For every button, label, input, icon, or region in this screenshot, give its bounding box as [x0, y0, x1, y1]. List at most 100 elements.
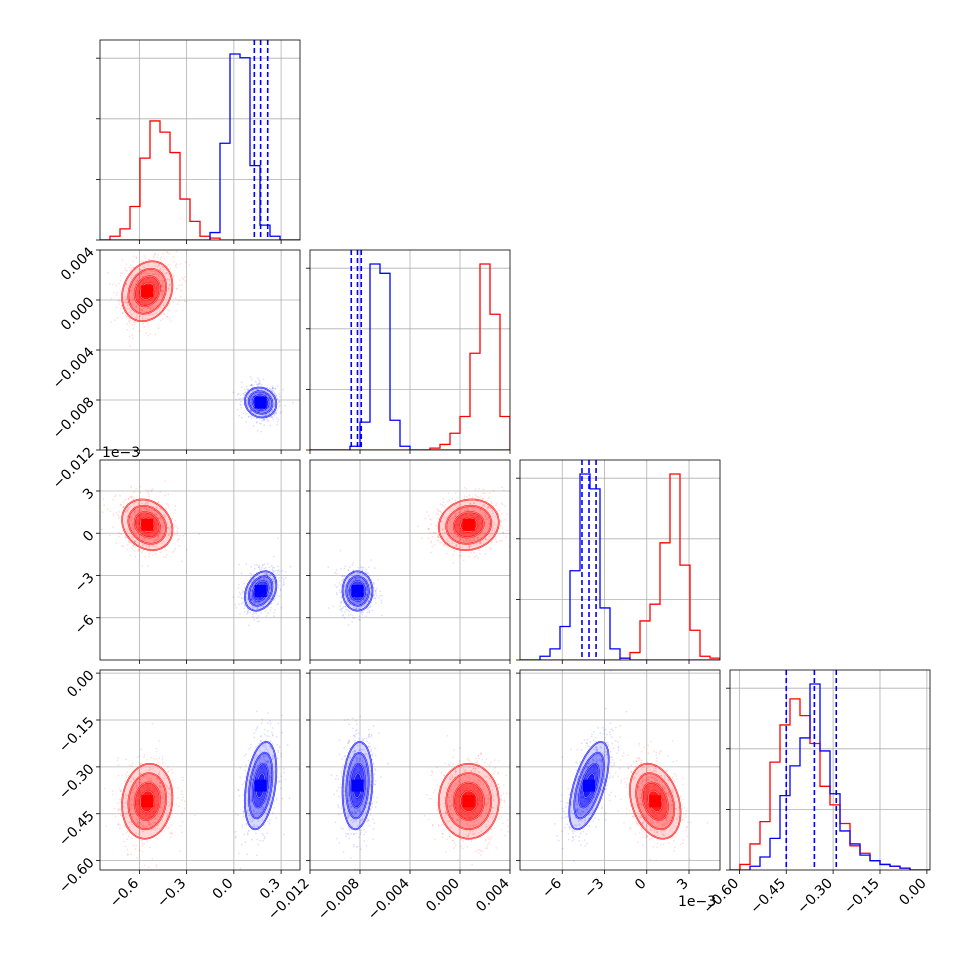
scatter-point	[263, 418, 266, 420]
scatter-point	[149, 516, 152, 518]
scatter-point	[152, 256, 155, 259]
scatter-point	[255, 417, 258, 420]
scatter-point	[268, 397, 271, 400]
scatter-point	[236, 393, 239, 396]
scatter-point	[244, 605, 247, 607]
scatter-point	[148, 823, 151, 826]
scatter-point	[361, 569, 364, 571]
scatter-point	[156, 799, 158, 802]
scatter-point	[444, 504, 447, 506]
scatter-point	[372, 594, 375, 597]
scatter-point	[175, 525, 178, 527]
scatter-point	[272, 570, 275, 573]
scatter-point	[127, 528, 129, 530]
scatter-point	[147, 307, 149, 309]
scatter-point	[130, 309, 133, 312]
scatter-point	[364, 576, 367, 579]
scatter-point	[155, 527, 158, 530]
scatter-point	[123, 301, 125, 304]
scatter-point	[379, 590, 382, 593]
scatter-point	[476, 518, 479, 520]
scatter-point	[270, 796, 273, 799]
scatter-point	[246, 809, 249, 812]
scatter-point	[125, 263, 128, 266]
scatter-point	[247, 415, 250, 418]
scatter-point	[488, 533, 490, 536]
scatter-point	[468, 545, 471, 548]
scatter-point	[258, 579, 261, 582]
scatter-point	[263, 419, 265, 421]
scatter-point	[266, 577, 268, 580]
scatter-point	[120, 814, 123, 817]
scatter-point	[454, 512, 457, 515]
scatter-point	[341, 575, 344, 578]
scatter-point	[476, 515, 478, 518]
scatter-point	[456, 535, 459, 538]
scatter-point	[175, 250, 178, 253]
scatter-point	[468, 503, 471, 506]
scatter-point	[351, 579, 354, 582]
scatter-point	[112, 498, 114, 501]
scatter-point	[122, 545, 125, 548]
scatter-point	[126, 323, 129, 325]
scatter-point	[163, 777, 166, 780]
scatter-point	[109, 534, 111, 537]
scatter-point	[140, 273, 143, 275]
scatter-point	[232, 391, 235, 394]
scatter-point	[146, 825, 148, 828]
scatter-point	[157, 813, 159, 816]
scatter-point	[171, 551, 174, 553]
scatter-point	[155, 290, 158, 293]
scatter-point	[137, 520, 140, 523]
scatter-point	[151, 785, 154, 787]
scatter-point	[148, 816, 151, 819]
scatter-point	[266, 760, 269, 762]
scatter-point	[500, 512, 503, 515]
scatter-point	[136, 823, 139, 825]
contour-highlight	[453, 511, 485, 538]
scatter-point	[166, 251, 169, 254]
scatter-point	[266, 418, 269, 421]
scatter-point	[486, 524, 489, 527]
scatter-point	[362, 605, 365, 607]
scatter-point	[173, 533, 175, 536]
scatter-point	[336, 593, 338, 596]
scatter-point	[157, 537, 160, 539]
scatter-point	[449, 525, 452, 528]
scatter-point	[239, 593, 242, 596]
scatter-point	[467, 541, 469, 544]
scatter-point	[272, 734, 274, 737]
scatter-point	[464, 514, 467, 516]
scatter-point	[143, 538, 146, 541]
scatter-point	[160, 313, 163, 316]
scatter-point	[258, 391, 261, 394]
scatter-point	[130, 516, 133, 519]
scatter-point	[163, 540, 165, 543]
scatter-point	[249, 789, 252, 792]
scatter-point	[154, 523, 157, 526]
scatter-point	[278, 393, 280, 395]
scatter-point	[244, 586, 246, 589]
scatter-point	[144, 532, 146, 534]
scatter-point	[167, 792, 170, 795]
scatter-point	[349, 597, 351, 600]
scatter-point	[152, 810, 155, 813]
scatter-point	[256, 608, 258, 610]
scatter-point	[484, 515, 487, 517]
y-tick-label: 0.000	[58, 294, 98, 334]
scatter-point	[128, 266, 131, 269]
scatter-point	[194, 814, 197, 817]
scatter-point	[141, 316, 144, 318]
scatter-point	[365, 593, 368, 596]
scatter-point	[132, 297, 134, 300]
scatter-point	[250, 598, 252, 601]
scatter-point	[145, 508, 148, 511]
scatter-point	[146, 507, 148, 510]
scatter-point	[105, 825, 107, 828]
scatter-point	[128, 764, 131, 767]
scatter-point	[144, 812, 147, 815]
scatter-point	[151, 554, 154, 556]
scatter-point	[249, 402, 252, 405]
scatter-point	[257, 579, 260, 582]
scatter-point	[182, 776, 184, 779]
